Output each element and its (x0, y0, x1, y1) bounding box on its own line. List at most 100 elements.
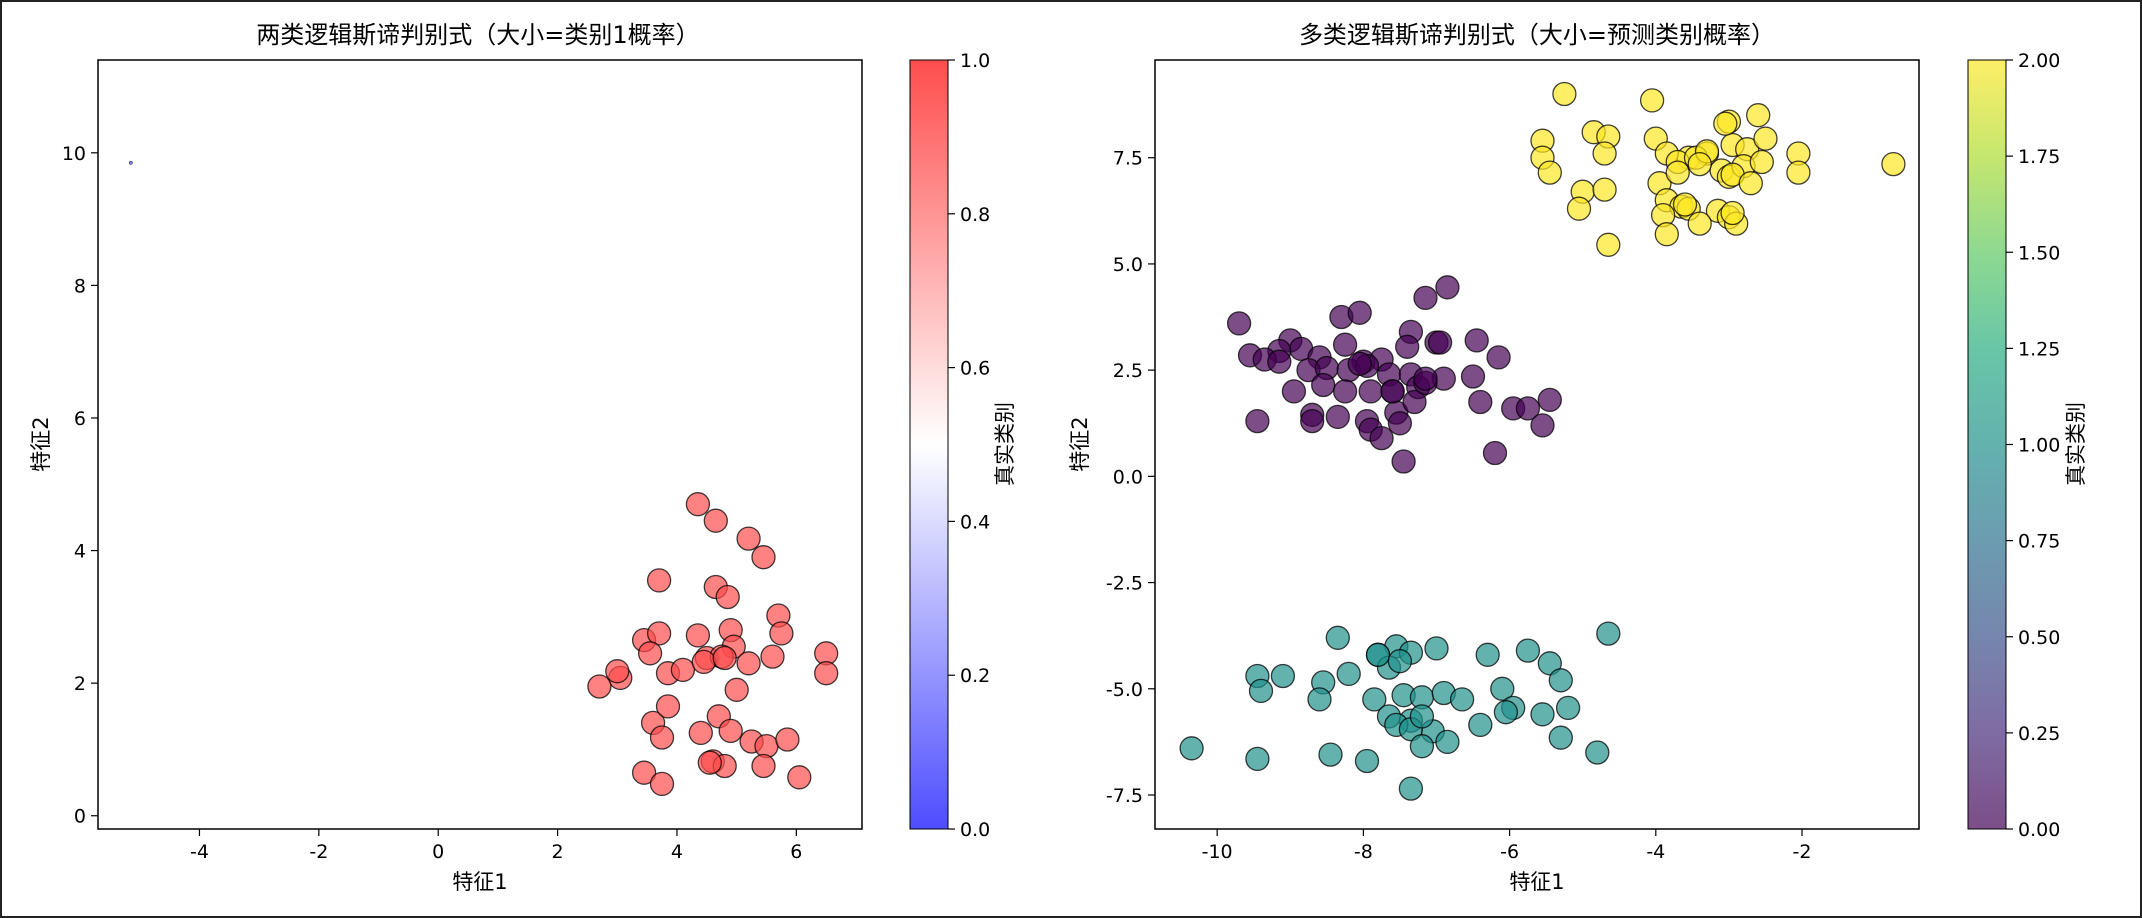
scatter-point (1552, 81, 1577, 107)
scatter-point (1435, 729, 1460, 755)
scatter-point (1530, 413, 1555, 438)
scatter-point (1332, 332, 1358, 357)
colorbar-tick-label: 0.00 (2018, 819, 2060, 841)
x-tick-label: -8 (1354, 841, 1373, 863)
colorbar-tick-label: 0.6 (960, 358, 990, 380)
x-tick-label: 4 (671, 841, 683, 863)
scatter-point (1245, 408, 1270, 434)
scatter-point (1548, 668, 1573, 693)
scatter-point (697, 750, 722, 775)
chart-title: 多类逻辑斯谛判别式（大小=预测类别概率） (1299, 21, 1775, 49)
scatter-point (649, 771, 675, 797)
scatter-point (769, 621, 794, 646)
y-tick-label: 10 (62, 143, 86, 165)
scatter-point (1318, 742, 1343, 767)
scatter-point (1398, 776, 1424, 801)
scatter-point (1325, 404, 1350, 430)
y-tick-label: 4 (74, 541, 86, 563)
scatter-point (1387, 649, 1413, 674)
scatter-point (691, 649, 716, 675)
scatter-point (1596, 232, 1621, 257)
colorbar-label: 真实类别 (993, 402, 1017, 486)
scatter-point (715, 584, 740, 610)
scatter-point (1592, 177, 1617, 202)
scatter-point (587, 674, 612, 699)
x-tick-label: -6 (1500, 841, 1519, 863)
scatter-point (1409, 704, 1435, 729)
scatter-point (631, 760, 657, 785)
scatter-point (685, 623, 711, 648)
scatter-point (1468, 712, 1493, 738)
scatter-point (1585, 740, 1610, 765)
y-tick-label: 6 (74, 408, 86, 430)
scatter-point (1424, 636, 1449, 661)
colorbar-tick-label: 0.75 (2018, 531, 2060, 553)
colorbar-tick-label: 2.00 (2018, 50, 2060, 72)
scatter-point (754, 733, 779, 759)
scatter-point (1409, 734, 1435, 759)
x-tick-label: 0 (432, 841, 444, 863)
multiclass-logistic-chart: 多类逻辑斯谛判别式（大小=预测类别概率） -10 -8 -6 -4 -2 -7.5 -5.… (1068, 21, 2088, 894)
scatter-point (1555, 695, 1581, 721)
scatter-point (1672, 192, 1698, 217)
scatter-point (1713, 111, 1738, 136)
scatter-point (1354, 748, 1380, 774)
x-tick-label: -4 (1646, 841, 1665, 863)
colorbar-tick-label: 1.0 (960, 50, 990, 72)
scatter-point (646, 621, 672, 646)
colorbar-tick-label: 0.8 (960, 204, 990, 226)
scatter-point (724, 677, 749, 702)
scatter-point (1245, 746, 1270, 772)
scatter-point (637, 641, 663, 666)
scatter-point (1486, 345, 1511, 370)
scatter-point (1347, 300, 1372, 325)
scatter-point (1402, 389, 1427, 415)
y-tick-label: 5.0 (1113, 254, 1143, 276)
scatter-point (1596, 621, 1621, 646)
scatter-point (751, 545, 776, 570)
scatter-point (1347, 351, 1372, 376)
scatter-point (1592, 141, 1617, 166)
scatter-point (1537, 651, 1562, 676)
scatter-point (1460, 364, 1486, 389)
scatter-point (1639, 88, 1665, 113)
scatter-point (1490, 676, 1515, 701)
y-axis: -7.5 -5.0 -2.5 0.0 2.5 5.0 7.5 (1106, 148, 1155, 807)
scatter-point (1475, 642, 1500, 667)
scatter-point (1464, 328, 1489, 353)
colorbar-tick-label: 0.4 (960, 511, 990, 533)
x-tick-label: -2 (309, 841, 328, 863)
colorbar-tick-label: 0.2 (960, 665, 990, 687)
scatter-point (1530, 702, 1555, 727)
scatter-point (1307, 687, 1332, 712)
scatter-point (1311, 372, 1336, 398)
scatter-point (685, 492, 711, 517)
x-tick-label: -2 (1793, 841, 1812, 863)
scatter-point (1281, 379, 1307, 404)
scatter-points (128, 160, 839, 797)
scatter-point (1468, 389, 1493, 415)
colorbar-tick-label: 1.00 (2018, 435, 2060, 457)
scatter-point (736, 526, 761, 551)
colorbar-tick-label: 1.50 (2018, 242, 2060, 264)
scatter-point (1738, 171, 1763, 196)
scatter-point (1387, 411, 1413, 436)
scatter-point (1665, 160, 1690, 185)
x-tick-label: 2 (552, 841, 564, 863)
scatter-point (1548, 725, 1573, 750)
scatter-point (1720, 200, 1745, 226)
scatter-point (1179, 736, 1204, 761)
plot-frame (1154, 59, 1920, 830)
colorbar-tick-label: 0.0 (960, 819, 990, 841)
scatter-point (736, 651, 761, 676)
colorbar-label: 真实类别 (2064, 402, 2088, 486)
scatter-point (703, 508, 728, 533)
colorbar (1967, 59, 2007, 830)
scatter-point (1786, 160, 1811, 185)
scatter-point (1687, 211, 1712, 236)
scatter-point (1325, 625, 1350, 650)
scatter-point (128, 160, 133, 165)
y-tick-label: 2 (74, 673, 86, 695)
y-axis: 0 2 4 6 8 10 (62, 143, 98, 828)
colorbar-tick-label: 0.25 (2018, 723, 2060, 745)
